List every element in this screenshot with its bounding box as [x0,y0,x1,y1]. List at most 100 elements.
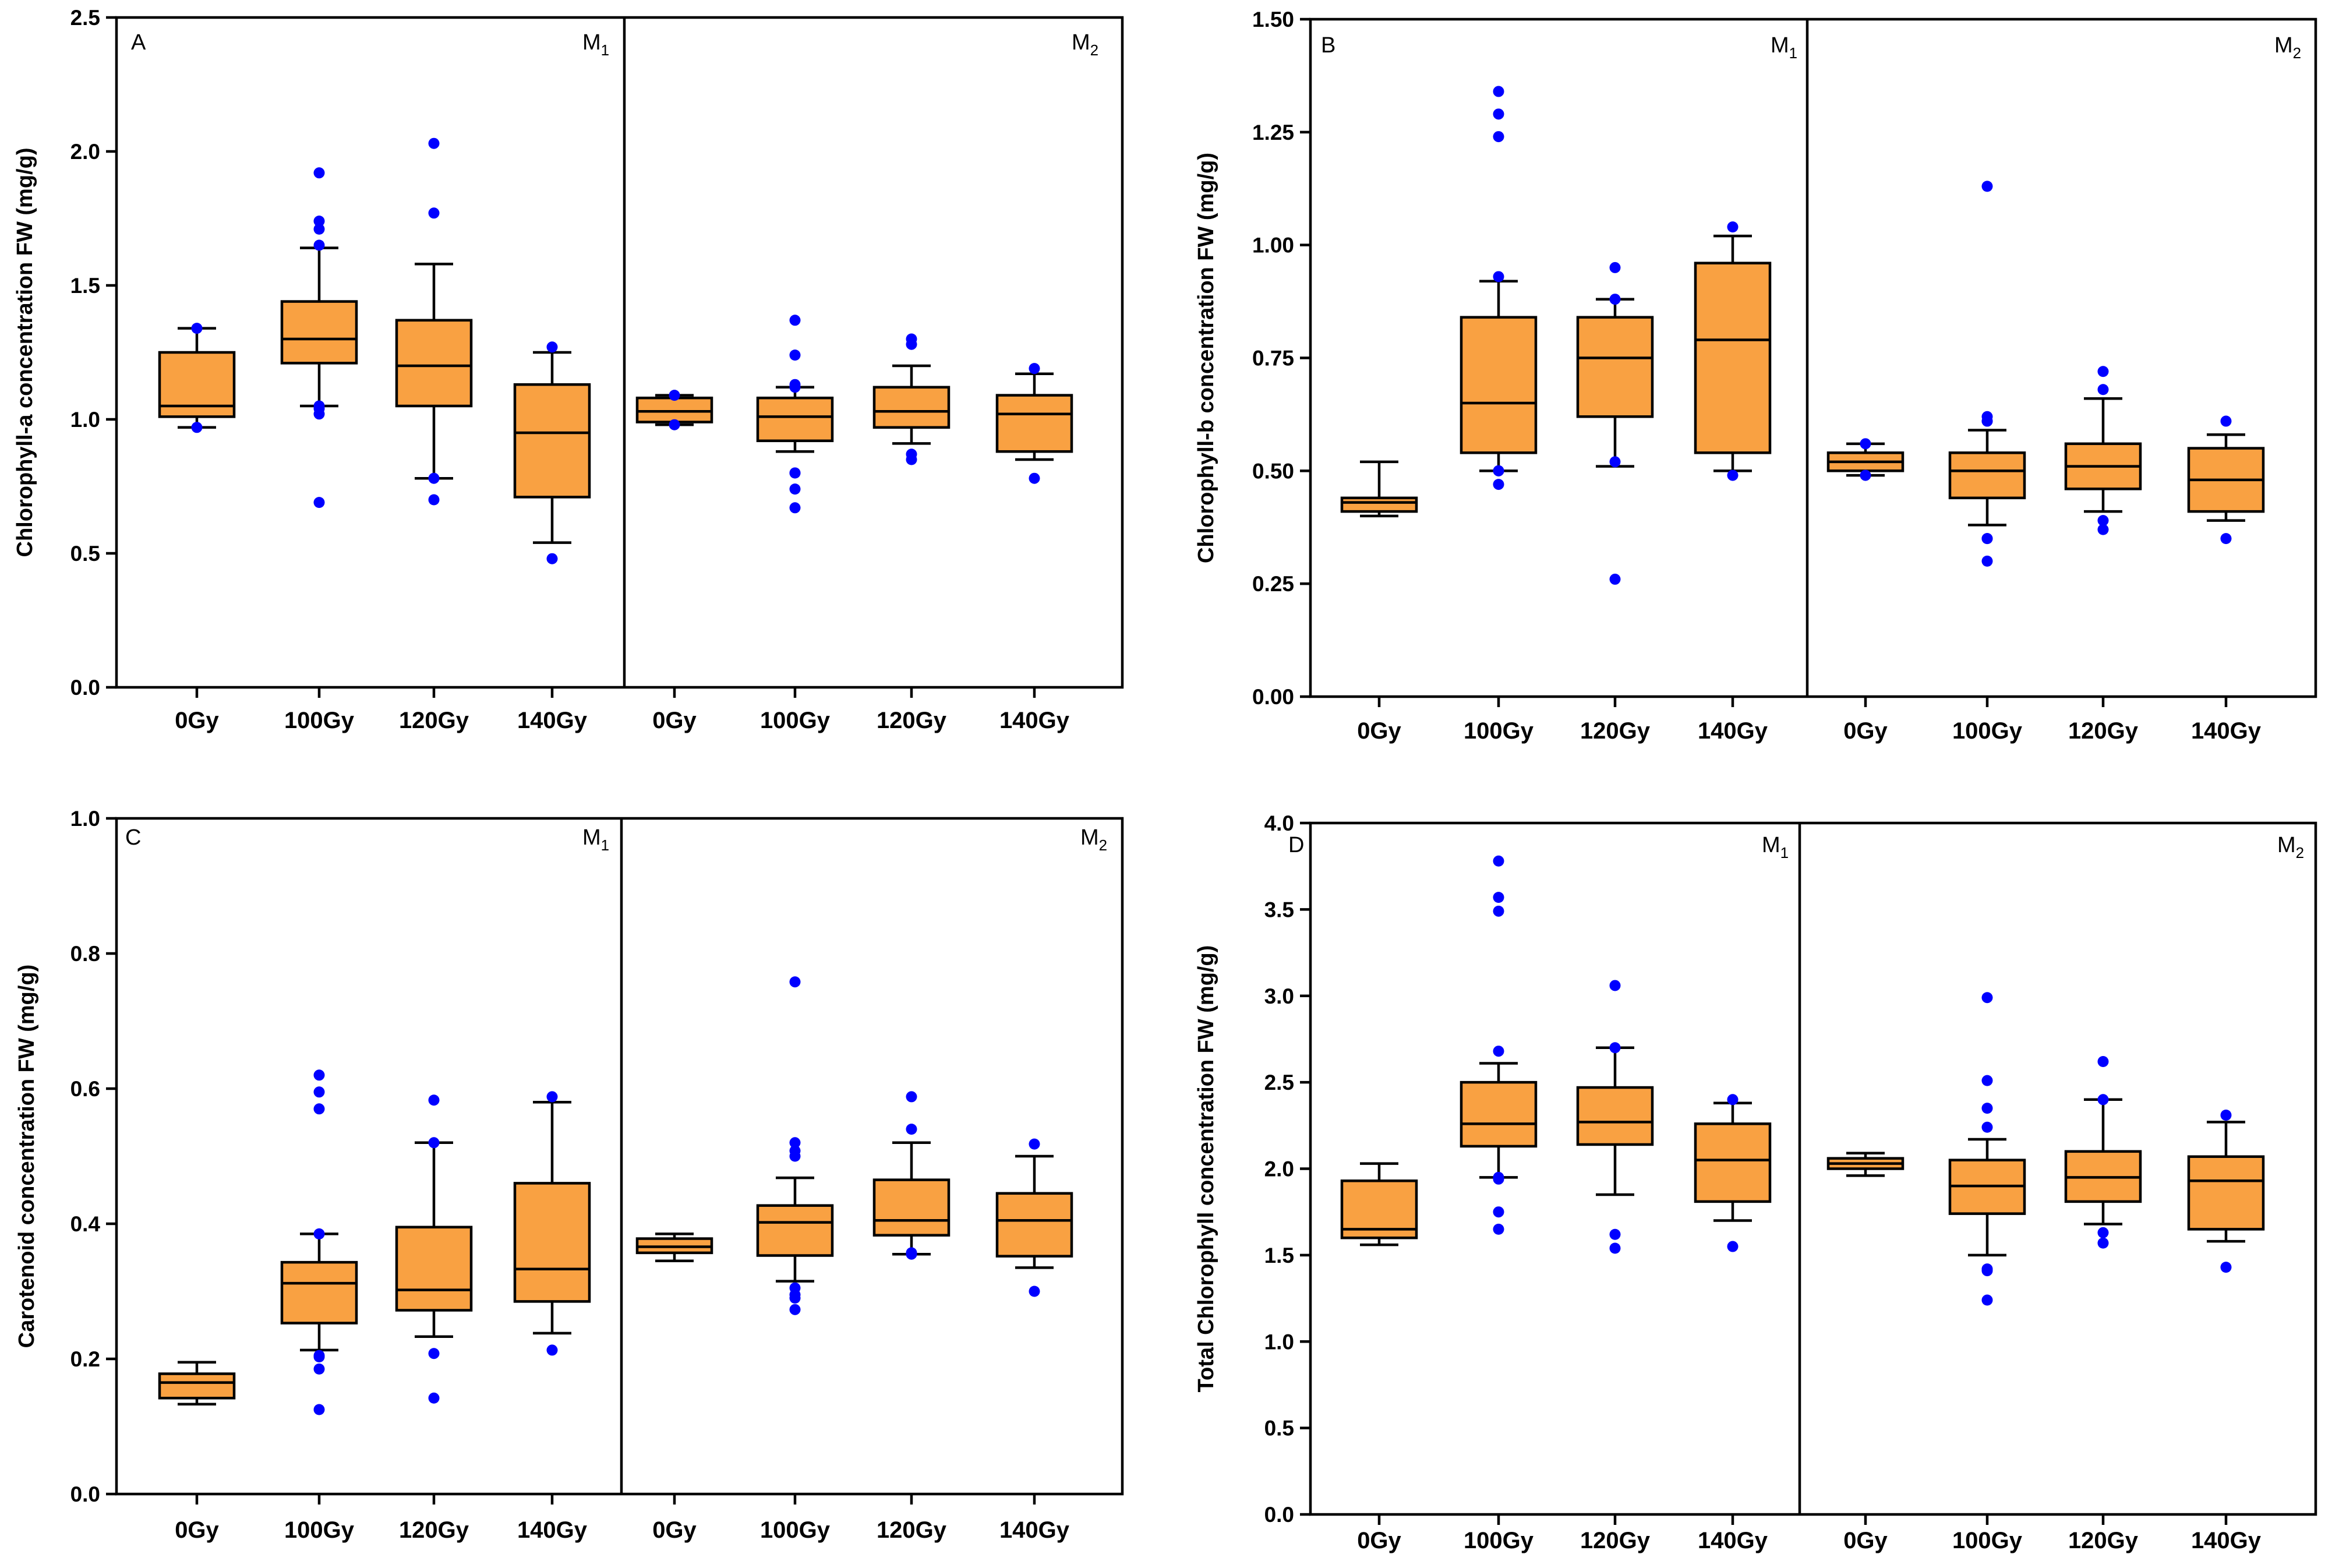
y-tick-label: 0.4 [70,1212,101,1236]
panel-label: B [1321,33,1335,58]
y-tick-label: 1.5 [1264,1244,1294,1267]
outlier-point [313,1103,325,1115]
generation-letter: M [2274,33,2293,58]
generation-letter: M [2277,833,2296,857]
box-plot-m2-120gy [2064,1056,2142,1249]
box-plot-m2-120gy [872,333,951,465]
generation-subscript: 1 [1780,844,1789,861]
generation-label-m1: M1 [1762,833,1789,861]
generation-letter: M [1072,30,1090,55]
generation-label-m1: M1 [1771,33,1797,62]
outlier-point [313,167,325,179]
outlier-point [906,448,917,460]
outlier-point [1493,892,1504,903]
outlier-point [546,1344,558,1356]
box-plot-m1-140gy [1694,1094,1772,1252]
iqr-box [1694,262,1772,454]
outlier-point [789,467,801,479]
x-tick-label: 100Gy [1464,1528,1534,1553]
box-plot-m2-120gy [2064,366,2142,535]
outlier-point [906,333,917,345]
outlier-point [1493,108,1504,120]
outlier-point [1609,980,1621,991]
outlier-point [1493,1046,1504,1057]
outlier-point [2097,1056,2109,1068]
box-plot-m2-140gy [2187,1110,2265,1273]
x-tick-label: 0Gy [1357,718,1401,744]
outlier-point [546,341,558,353]
y-tick-label: 1.25 [1252,121,1294,144]
outlier-point [789,315,801,326]
outlier-point [191,422,203,433]
x-tick-label: 0Gy [1843,1528,1888,1553]
iqr-box [756,1204,834,1257]
outlier-point [906,1091,917,1103]
iqr-box [2187,1155,2265,1231]
outlier-point [1981,533,1993,545]
y-tick-label: 1.5 [70,274,100,298]
generation-letter: M [1771,33,1789,58]
outlier-point [789,1137,801,1149]
y-tick-label: 0.75 [1252,347,1294,370]
iqr-box [872,1178,951,1237]
outlier-point [2220,415,2232,427]
box-plot-m2-100gy [756,315,834,514]
x-tick-label: 100Gy [284,708,355,733]
iqr-box [1948,451,2026,500]
box-plot-m1-0gy [1340,460,1418,518]
y-tick-label: 0.5 [1264,1417,1294,1440]
generation-label-m2: M2 [2277,833,2304,861]
box-plot-m1-100gy [1460,855,1538,1235]
outlier-point [313,400,325,412]
outlier-point [1029,472,1040,484]
outlier-point [789,1145,801,1157]
y-tick-label: 1.0 [70,807,100,831]
iqr-box [995,1192,1073,1258]
box-plot-m1-120gy [1576,262,1654,585]
plot-frame [1309,821,2317,1516]
outlier-point [428,494,440,506]
outlier-point [428,1392,440,1404]
outlier-point [1493,1171,1504,1183]
outlier-point [789,379,801,390]
box-plot-m1-140gy [1694,221,1772,481]
outlier-point [428,1094,440,1106]
outlier-point [313,497,325,508]
iqr-box [513,383,591,499]
iqr-box [395,319,473,408]
y-tick-label: 0.5 [70,542,100,566]
y-tick-label: 0.25 [1252,572,1294,596]
box-plot-m1-100gy [280,1069,358,1415]
panel-label: D [1288,833,1304,857]
generation-subscript: 2 [1090,41,1098,59]
y-tick-label: 4.0 [1264,811,1294,835]
x-tick-label: 0Gy [1843,718,1888,744]
x-tick-label: 140Gy [2191,1528,2262,1553]
generation-letter: M [1080,825,1099,850]
y-tick-label: 2.5 [1264,1071,1294,1094]
outlier-point [546,553,558,564]
x-tick-label: 100Gy [1952,718,2023,744]
generation-subscript: 1 [1789,44,1797,62]
box-plot-m1-120gy [395,137,473,506]
plot-frame [115,16,1124,689]
iqr-box [158,1372,236,1400]
box-plot-m2-120gy [872,1091,951,1260]
iqr-box [1694,1122,1772,1203]
iqr-box [280,300,358,365]
outlier-point [1609,262,1621,273]
outlier-point [669,419,680,430]
outlier-point [1981,1294,1993,1306]
x-tick-label: 0Gy [175,1517,219,1543]
y-axis-label: Total Chlorophyll concentration FW (mg/g… [1194,945,1218,1393]
iqr-box [872,386,951,429]
y-tick-label: 0.0 [1264,1503,1294,1527]
outlier-point [2097,384,2109,395]
iqr-box [756,396,834,443]
outlier-point [1493,905,1504,917]
box-plot-m1-100gy [280,167,358,508]
outlier-point [789,502,801,514]
x-tick-label: 120Gy [2068,1528,2139,1553]
x-tick-label: 120Gy [2068,718,2139,744]
outlier-point [789,976,801,988]
